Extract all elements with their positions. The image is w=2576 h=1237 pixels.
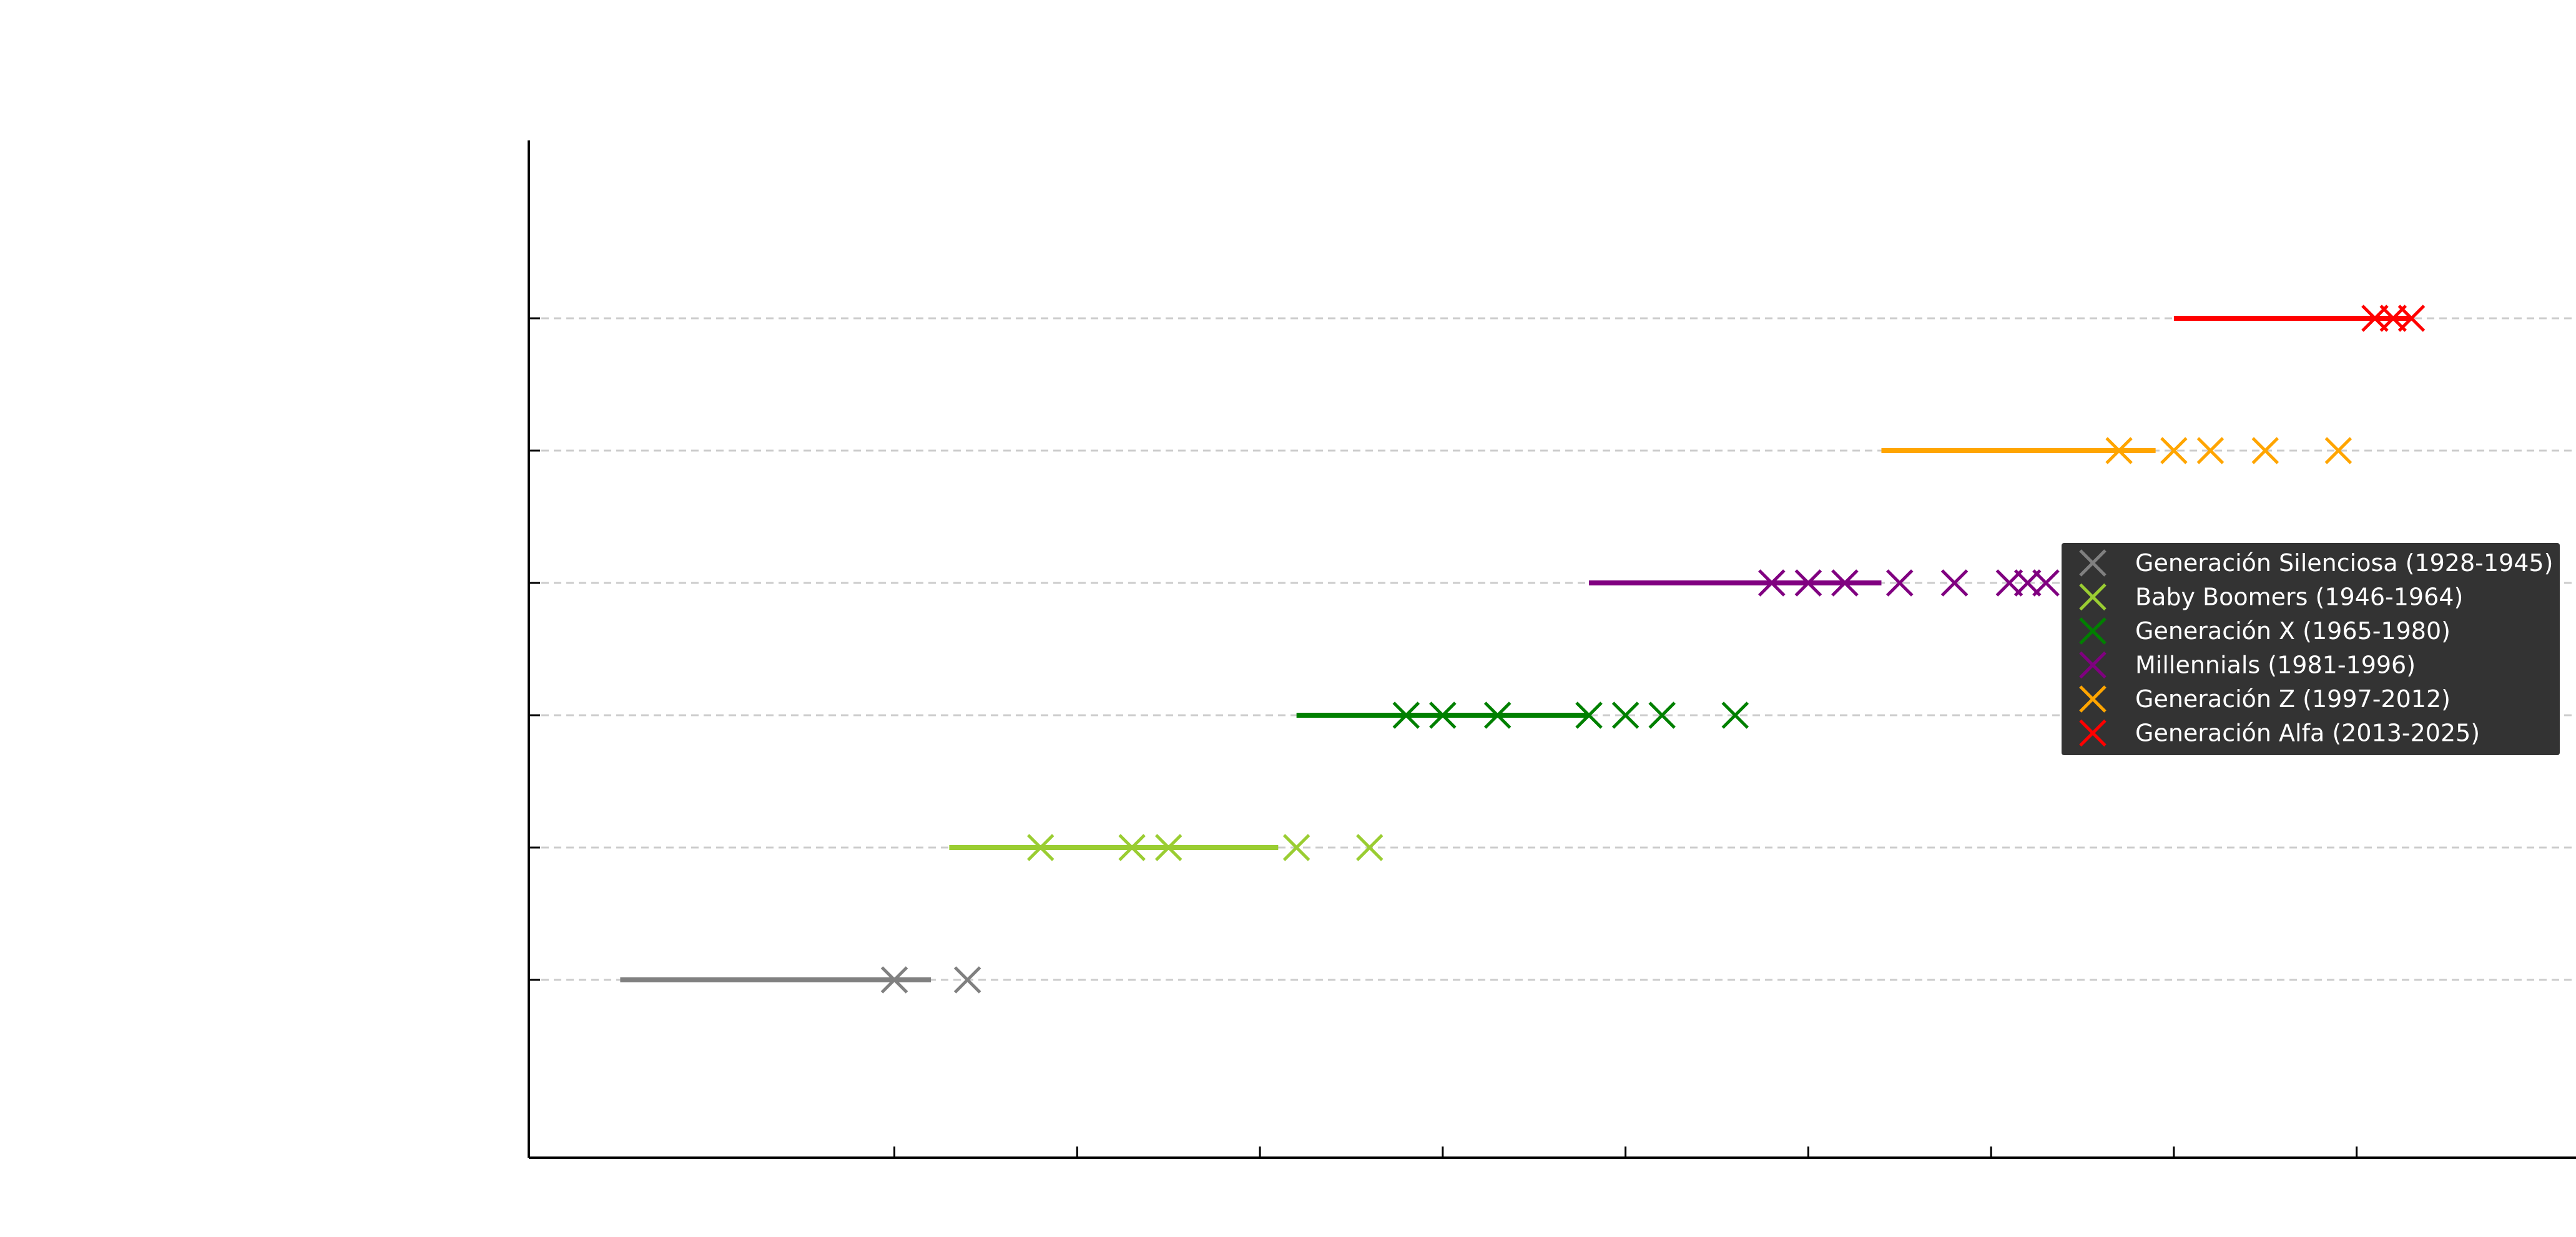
event-marker — [1885, 569, 1914, 597]
event-marker — [1483, 702, 1512, 729]
event-marker — [1611, 702, 1639, 729]
legend-label: Generación Z (1997-2012) — [2135, 685, 2451, 713]
series-5 — [1881, 437, 2352, 464]
event-marker — [1392, 702, 1420, 729]
legend-label: Baby Boomers (1946-1964) — [2135, 584, 2463, 611]
event-marker — [2397, 305, 2426, 332]
event-marker — [1026, 834, 1054, 861]
series-1 — [620, 966, 981, 994]
series-4 — [1589, 569, 2060, 597]
event-marker — [2251, 437, 2279, 464]
event-marker — [1758, 569, 1786, 597]
event-marker — [2032, 569, 2060, 597]
event-marker — [1940, 569, 1969, 597]
legend-marker — [2079, 719, 2107, 747]
legend-label: Generación X (1965-1980) — [2135, 617, 2451, 645]
axes — [528, 140, 2576, 1159]
legend: Generación Silenciosa (1928-1945) Baby Bo… — [2062, 543, 2560, 755]
event-marker — [2196, 437, 2225, 464]
legend-marker — [2079, 549, 2107, 577]
event-marker — [2105, 437, 2133, 464]
event-marker — [1118, 834, 1146, 861]
legend-entry: Generación Z (1997-2012) — [2079, 685, 2451, 713]
legend-label: Generación Silenciosa (1928-1945) — [2135, 549, 2553, 577]
event-marker — [1154, 834, 1182, 861]
event-marker — [1282, 834, 1310, 861]
legend-label: Generación Alfa (2013-2025) — [2135, 720, 2480, 747]
legend-marker — [2079, 583, 2107, 611]
event-marker — [1575, 702, 1603, 729]
event-marker — [1355, 834, 1384, 861]
legend-marker — [2079, 617, 2107, 645]
legend-entry: Generación X (1965-1980) — [2079, 617, 2451, 645]
event-marker — [1794, 569, 1822, 597]
series-3 — [1296, 702, 1749, 729]
event-marker — [1831, 569, 1859, 597]
legend-entry: Baby Boomers (1946-1964) — [2079, 583, 2463, 611]
event-marker — [2160, 437, 2188, 464]
event-marker — [1648, 702, 1676, 729]
series-2 — [949, 834, 1384, 861]
legend-entry: Millennials (1981-1996) — [2079, 651, 2416, 679]
legend-entry: Generación Alfa (2013-2025) — [2079, 719, 2480, 747]
legend-entry: Generación Silenciosa (1928-1945) — [2079, 549, 2553, 577]
legend-box — [2062, 543, 2560, 755]
event-marker — [2324, 437, 2352, 464]
legend-label: Millennials (1981-1996) — [2135, 652, 2416, 679]
event-marker — [880, 966, 908, 994]
legend-marker — [2079, 651, 2107, 679]
series-layer — [620, 305, 2426, 994]
event-marker — [953, 966, 981, 994]
event-marker — [1429, 702, 1457, 729]
legend-marker — [2079, 685, 2107, 713]
series-6 — [2173, 305, 2426, 332]
event-marker — [1721, 702, 1749, 729]
